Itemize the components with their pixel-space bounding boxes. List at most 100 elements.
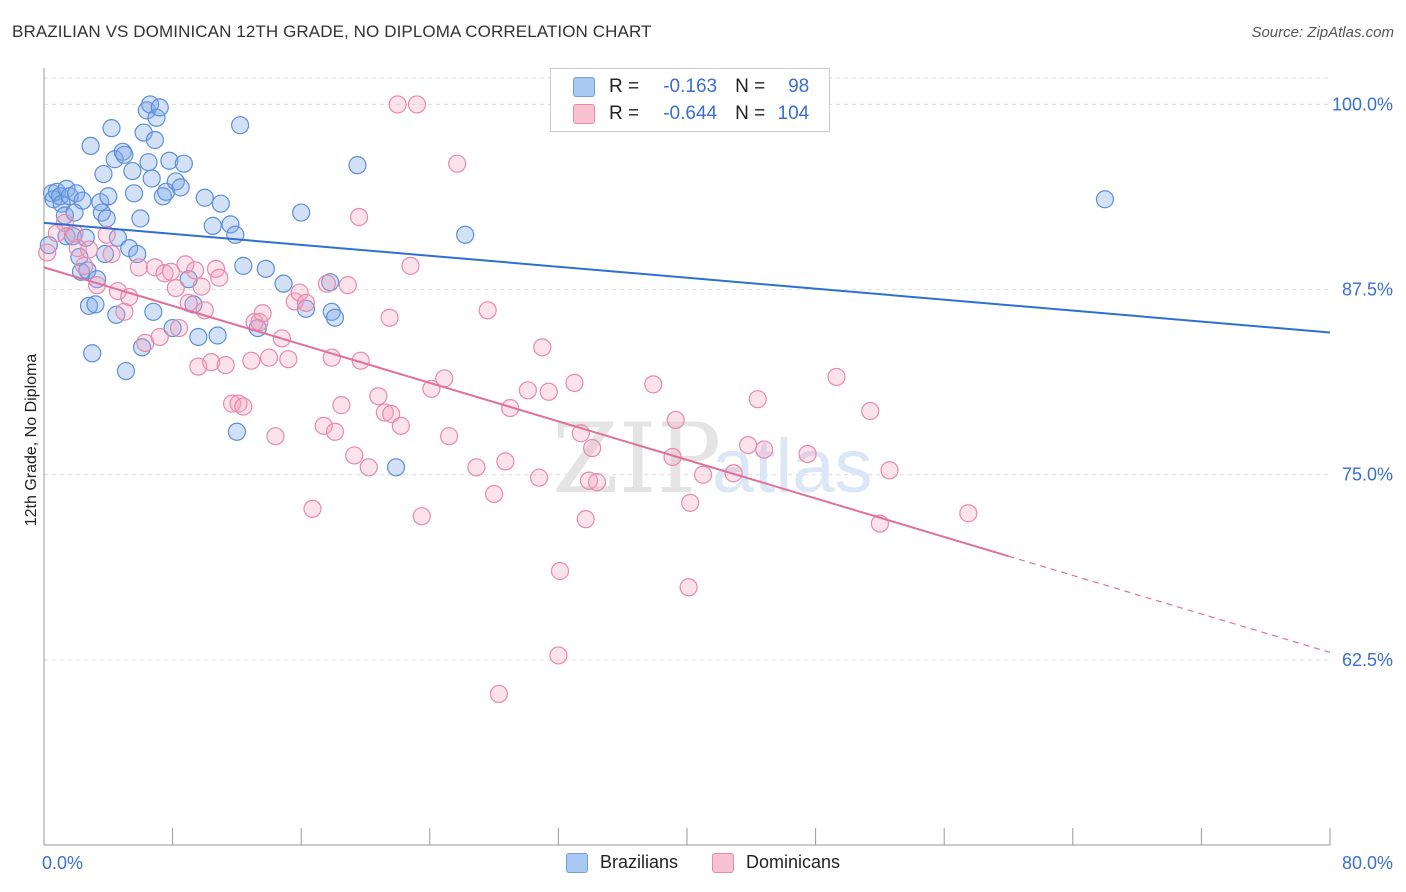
brazilians-point bbox=[456, 225, 475, 244]
dominicans-point bbox=[325, 422, 345, 441]
dominicans-trend-line bbox=[43, 266, 1009, 558]
brazilians-point bbox=[163, 318, 182, 338]
grid bbox=[44, 77, 1330, 661]
dominicans-point bbox=[435, 369, 454, 388]
dominicans-point bbox=[229, 394, 248, 413]
dominicans-point bbox=[169, 318, 189, 338]
dominicans-point bbox=[827, 367, 846, 387]
dominicans-point bbox=[192, 277, 211, 296]
dominicans-point bbox=[317, 274, 337, 293]
brazilians-trend-line bbox=[43, 221, 1331, 334]
dominicans-point bbox=[314, 416, 333, 435]
dominicans-point bbox=[679, 578, 698, 597]
dominicans-point bbox=[959, 504, 978, 523]
dominicans-point bbox=[222, 394, 242, 413]
brazilians-point bbox=[189, 327, 208, 347]
chart-title: BRAZILIAN VS DOMINICAN 12TH GRADE, NO DI… bbox=[12, 22, 652, 41]
dominicans-point bbox=[375, 403, 394, 422]
dominicans-point bbox=[401, 256, 420, 275]
dominicans-point bbox=[644, 375, 663, 394]
dominicans-point bbox=[266, 427, 285, 446]
source-label: Source: ZipAtlas.com bbox=[1251, 24, 1394, 41]
dominicans-point bbox=[38, 243, 57, 262]
brazilians-point bbox=[208, 326, 227, 345]
brazilians-point bbox=[139, 153, 158, 172]
x-tick-label: 80.0% bbox=[1342, 853, 1393, 873]
brazilians-point bbox=[203, 216, 222, 235]
dominicans-point bbox=[155, 264, 174, 283]
bottom-legend-swatch-brazilians bbox=[565, 852, 588, 873]
dominicans-point bbox=[798, 444, 817, 464]
dominicans-point bbox=[518, 381, 537, 400]
dominicans-point bbox=[663, 447, 682, 467]
legend-r-label: R = bbox=[609, 103, 640, 124]
watermark-zip: ZIP bbox=[552, 403, 721, 515]
dominicans-point bbox=[349, 207, 369, 227]
brazilians-point bbox=[73, 191, 92, 210]
legend-r-label: R = bbox=[609, 76, 640, 97]
legend-swatch-brazilians bbox=[573, 77, 595, 97]
dominicans-point bbox=[666, 410, 685, 430]
dominicans-point bbox=[467, 458, 486, 477]
brazilians-point bbox=[386, 458, 406, 477]
bottom-legend-dominicans[interactable]: Dominicans bbox=[711, 852, 840, 873]
brazilians-point bbox=[102, 119, 121, 138]
dominicans-point bbox=[359, 458, 378, 477]
legend-n-label: N = bbox=[735, 76, 766, 97]
brazilians-point bbox=[116, 361, 136, 381]
brazilians-point bbox=[348, 156, 367, 175]
y-tick-label: 62.5% bbox=[1342, 650, 1393, 670]
brazilians-point bbox=[92, 203, 111, 222]
dominicans-point bbox=[210, 268, 229, 287]
brazilians-point bbox=[166, 172, 185, 191]
brazilians-point bbox=[113, 142, 132, 161]
x-tick-label: 0.0% bbox=[42, 853, 83, 873]
dominicans-point bbox=[242, 351, 261, 370]
dominicans-point bbox=[530, 468, 549, 487]
brazilians-point bbox=[67, 184, 86, 203]
dominicans-point bbox=[380, 308, 399, 327]
brazilians-point bbox=[1095, 190, 1115, 209]
dominicans-point bbox=[533, 338, 552, 357]
dominicans-point bbox=[79, 240, 99, 259]
tick-labels: 62.5% 75.0% 87.5% 100.0% 0.0% 80.0% bbox=[42, 94, 1393, 873]
legend-row-dominicans: R = -0.644 N = 104 bbox=[573, 102, 809, 126]
brazilians-point bbox=[174, 154, 193, 173]
dominicans-point bbox=[448, 154, 467, 173]
brazilians-point bbox=[86, 295, 105, 314]
brazilians-point bbox=[83, 344, 102, 363]
dominicans-point bbox=[129, 258, 148, 277]
dominicans-point bbox=[161, 262, 181, 281]
dominicans-point bbox=[338, 276, 357, 295]
brazilians-point bbox=[134, 123, 153, 142]
brazilians-point bbox=[79, 296, 99, 315]
brazilians-point bbox=[128, 244, 147, 264]
dominicans-point bbox=[382, 404, 401, 424]
brazilians-point bbox=[211, 194, 230, 213]
legend-swatch-dominicans bbox=[573, 104, 595, 124]
brazilians-point bbox=[99, 187, 118, 206]
dominicans-point bbox=[322, 348, 341, 367]
y-tick-label: 75.0% bbox=[1342, 465, 1393, 485]
brazilians-point bbox=[150, 98, 169, 117]
dominicans-point bbox=[176, 255, 195, 274]
dominicans-point bbox=[296, 293, 316, 313]
y-tick-label: 100.0% bbox=[1332, 94, 1393, 114]
dominicans-point bbox=[279, 350, 298, 369]
brazilians-point bbox=[142, 169, 161, 188]
dominicans-point bbox=[202, 353, 221, 372]
legend: R = -0.163 N = 98 R = -0.644 N = 104 bbox=[550, 68, 830, 132]
dominicans-point bbox=[102, 244, 121, 264]
dominicans-point bbox=[738, 435, 758, 455]
brazilians-point bbox=[97, 209, 116, 228]
bottom-legend-brazilians[interactable]: Brazilians bbox=[565, 852, 678, 873]
dominicans-point bbox=[693, 465, 713, 484]
dominicans-point bbox=[681, 493, 700, 512]
brazilians-point bbox=[147, 108, 166, 127]
dominicans-point bbox=[550, 561, 570, 581]
dominicans-point bbox=[549, 646, 568, 665]
brazilians-point bbox=[131, 209, 150, 228]
dominicans-point bbox=[369, 387, 388, 406]
brazilians-point bbox=[87, 270, 107, 289]
